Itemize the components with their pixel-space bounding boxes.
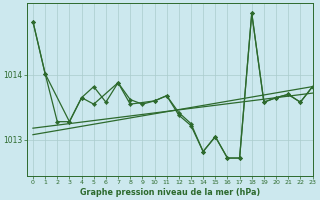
X-axis label: Graphe pression niveau de la mer (hPa): Graphe pression niveau de la mer (hPa) <box>80 188 260 197</box>
